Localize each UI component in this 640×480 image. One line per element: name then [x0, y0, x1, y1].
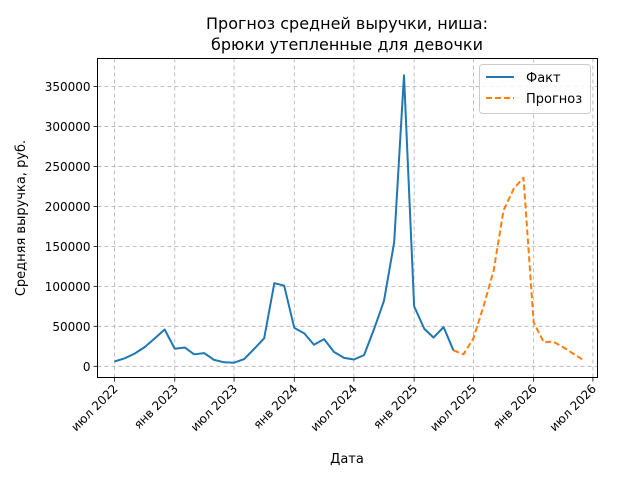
series-layer [114, 74, 584, 364]
x-tick-label: июл 2026 [547, 382, 599, 434]
legend-label-fact: Факт [526, 71, 561, 86]
y-axis-label: Средняя выручка, руб. [14, 140, 29, 296]
x-tick-label: июл 2022 [68, 382, 120, 434]
series-line-forecast [453, 176, 584, 361]
x-tick-label: янв 2026 [490, 382, 540, 432]
series-line-fact [114, 74, 455, 364]
y-tick-label: 150000 [45, 240, 91, 254]
plot-frame [97, 58, 598, 378]
x-tick-label: янв 2024 [251, 382, 301, 432]
y-tick-label: 300000 [45, 120, 91, 134]
x-tick-label: июл 2024 [308, 382, 360, 434]
chart-title-line-1: Прогноз средней выручки, ниша: [206, 14, 488, 33]
chart-title-line-2: брюки утепленные для девочки [211, 35, 483, 54]
axes-layer [97, 58, 598, 378]
legend-label-forecast: Прогноз [526, 92, 582, 107]
y-tick-label: 350000 [45, 80, 91, 94]
x-axis-ticks: июл 2022 янв 2023 июл 2023 янв 2024 июл 2024… [68, 377, 599, 434]
x-tick-label: июл 2025 [427, 382, 479, 434]
x-tick-label: янв 2023 [131, 382, 181, 432]
y-tick-label: 50000 [52, 320, 90, 334]
y-axis-ticks: 0 50000 100000 150000 200000 250000 300000 3500… [45, 80, 98, 374]
y-tick-label: 0 [83, 360, 91, 374]
x-tick-label: июл 2023 [188, 382, 240, 434]
x-tick-label: янв 2025 [370, 382, 420, 432]
y-tick-label: 250000 [45, 160, 91, 174]
y-tick-label: 200000 [45, 200, 91, 214]
x-axis-label: Дата [330, 452, 364, 467]
y-tick-label: 100000 [45, 280, 91, 294]
legend: Факт Прогноз [479, 64, 591, 114]
